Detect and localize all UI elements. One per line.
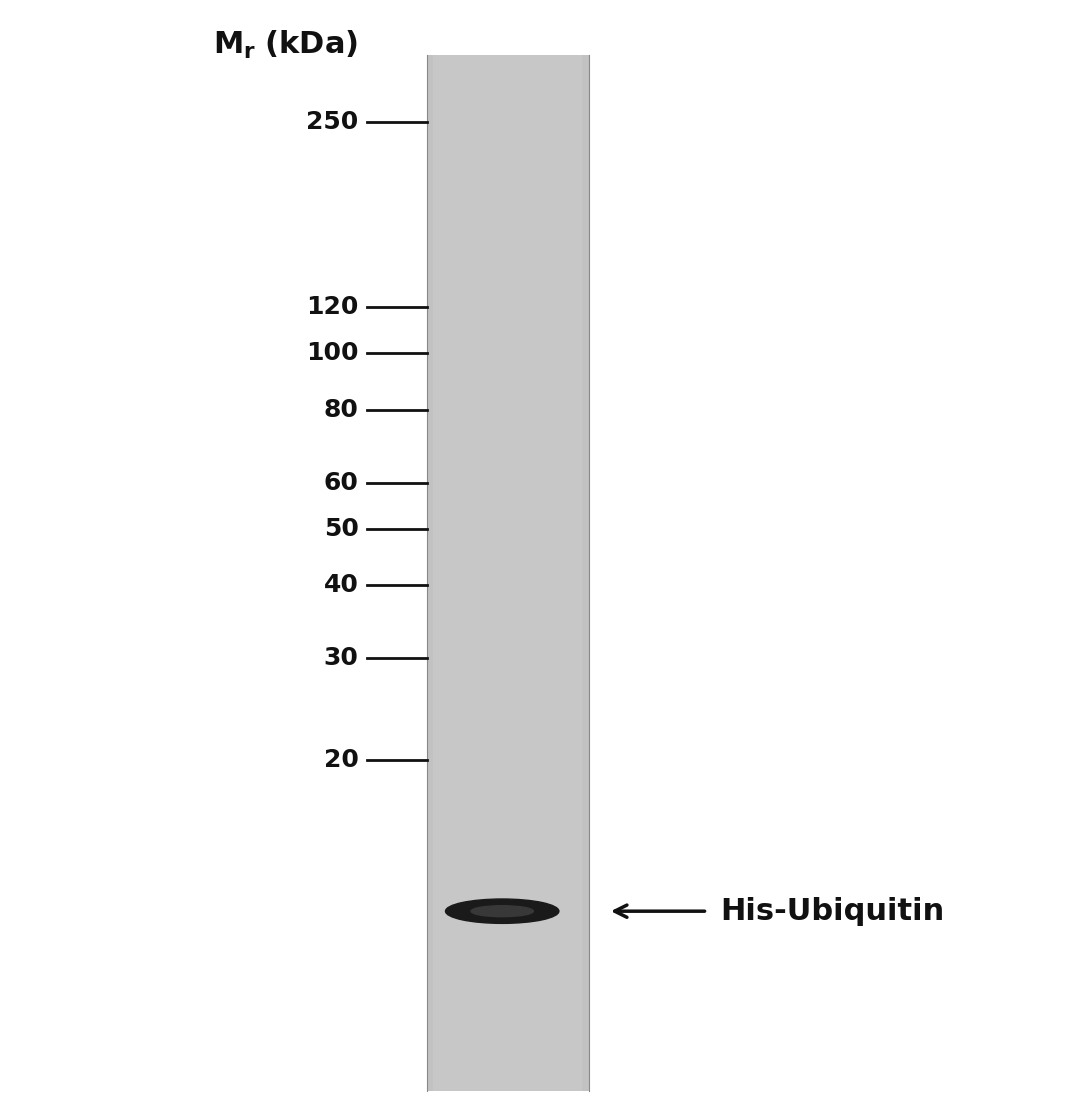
Text: 80: 80 [324,398,359,422]
Text: 20: 20 [324,748,359,772]
Text: 100: 100 [306,341,359,366]
Text: 40: 40 [324,573,359,597]
Ellipse shape [471,905,534,916]
Bar [433,55,582,1091]
Bar [427,55,589,1091]
Text: 120: 120 [307,296,359,319]
Text: 60: 60 [324,471,359,494]
Ellipse shape [446,899,559,923]
Text: $\mathbf{M_r}$ $\mathbf{(kDa)}$: $\mathbf{M_r}$ $\mathbf{(kDa)}$ [214,29,359,61]
Text: 250: 250 [307,110,359,134]
Text: 50: 50 [324,516,359,541]
Text: His-Ubiquitin: His-Ubiquitin [720,896,945,925]
Text: 30: 30 [324,646,359,669]
